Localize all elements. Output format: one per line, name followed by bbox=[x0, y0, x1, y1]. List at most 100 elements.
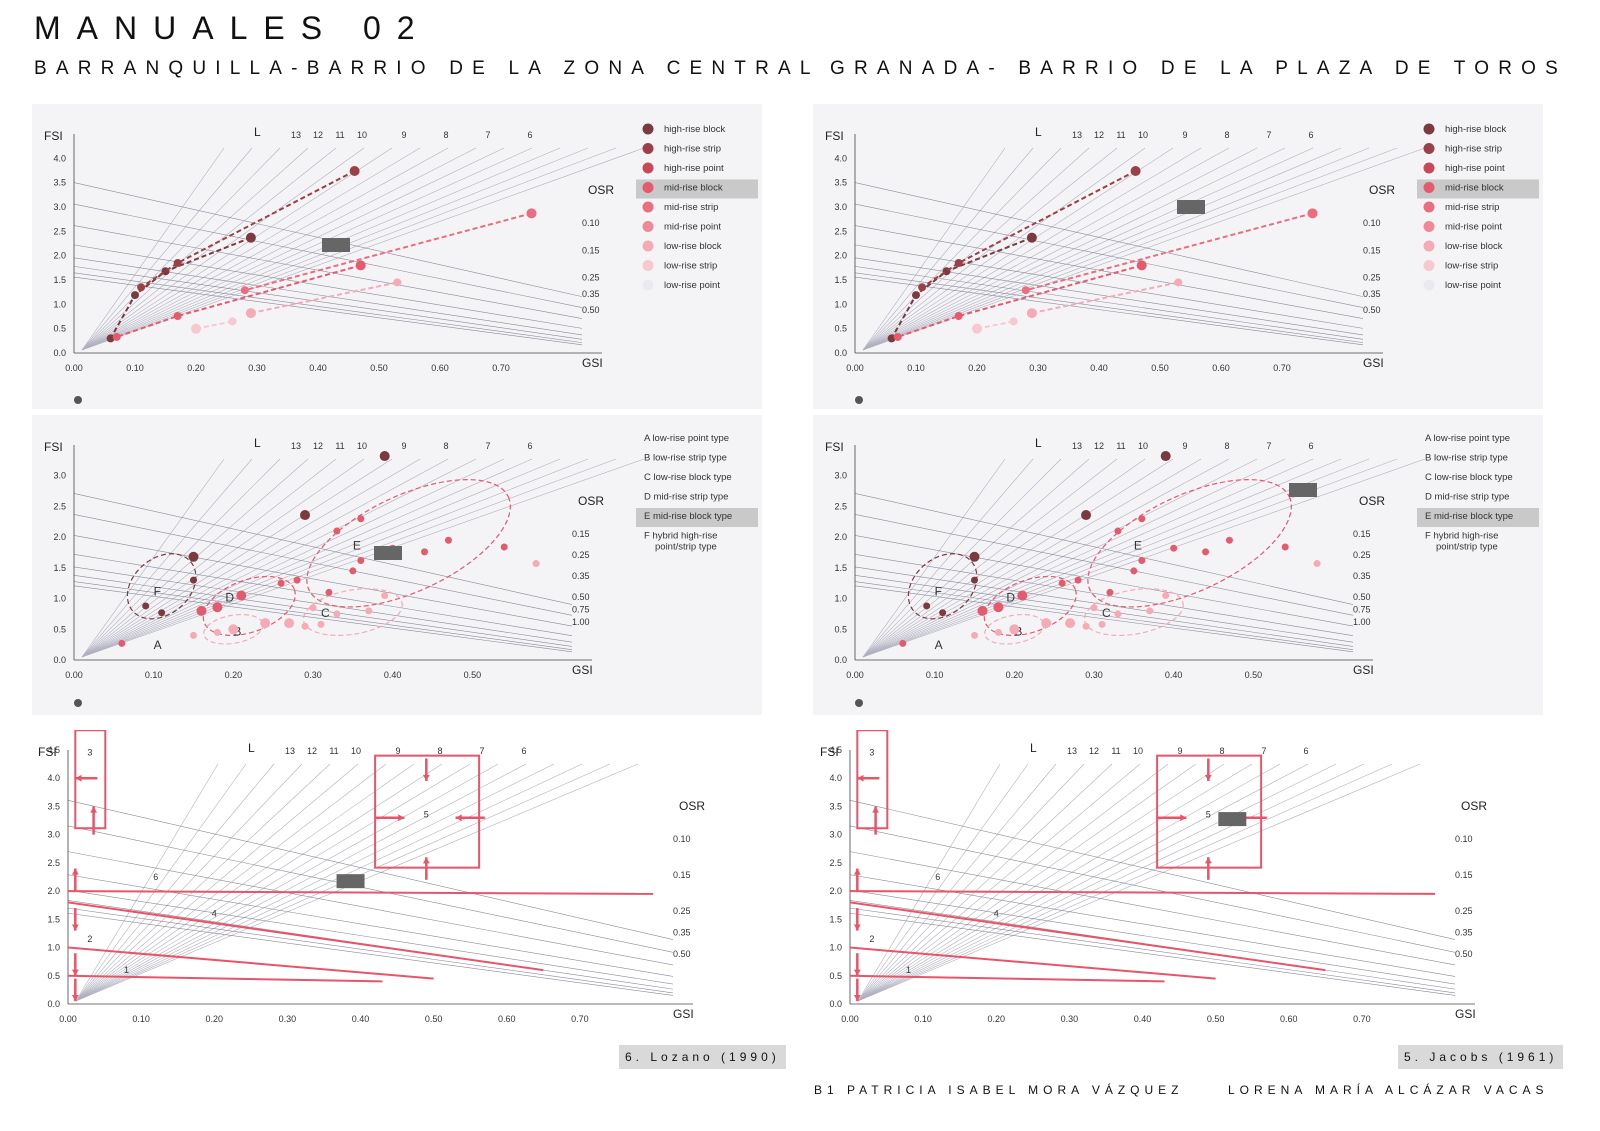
y-tick-label: 2.0 bbox=[834, 532, 847, 542]
osr-grid-line bbox=[73, 554, 573, 637]
x-tick-label: 0.10 bbox=[145, 670, 163, 680]
l-tick-label: 8 bbox=[437, 746, 442, 756]
y-tick-label: 3.0 bbox=[47, 830, 60, 840]
l-tick-label: 10 bbox=[1138, 441, 1148, 451]
l-grid-line bbox=[857, 763, 1029, 1002]
x-tick-label: 0.70 bbox=[492, 363, 510, 373]
osr-tick-label: 1.00 bbox=[1353, 617, 1371, 627]
zone-boundary bbox=[849, 901, 1326, 972]
l-grid-line bbox=[81, 458, 449, 658]
data-point bbox=[188, 551, 199, 562]
l-grid-line bbox=[81, 458, 393, 658]
osr-grid-line bbox=[67, 799, 674, 940]
data-point bbox=[245, 308, 256, 319]
data-point bbox=[173, 258, 182, 267]
osr-grid-line bbox=[849, 912, 1456, 996]
y-tick-label: 1.5 bbox=[834, 275, 847, 285]
l-grid-line bbox=[81, 458, 533, 658]
cluster-label: D bbox=[1006, 591, 1015, 605]
page-title: MANUALES 02 bbox=[34, 10, 431, 46]
osr-grid-line bbox=[849, 825, 1456, 953]
data-point bbox=[1130, 165, 1141, 176]
l-grid-line bbox=[857, 763, 1057, 1002]
l-grid-line bbox=[857, 763, 1281, 1002]
y-tick-label: 1.5 bbox=[829, 914, 842, 924]
osr-tick-label: 0.15 bbox=[673, 870, 691, 880]
right-subtitle: GRANADA- BARRIO DE LA PLAZA DE TOROS bbox=[830, 58, 1568, 79]
osr-tick-label: 0.25 bbox=[1455, 906, 1473, 916]
data-point bbox=[245, 232, 256, 243]
osr-grid-line bbox=[73, 493, 573, 605]
data-point bbox=[1146, 607, 1154, 615]
legend-highlight bbox=[636, 179, 758, 199]
legend-marker bbox=[1423, 143, 1435, 154]
data-point bbox=[1136, 260, 1147, 271]
osr-grid-line bbox=[73, 276, 583, 346]
data-point bbox=[1106, 588, 1114, 596]
legend-marker bbox=[642, 143, 654, 154]
l-grid-line bbox=[862, 458, 1370, 658]
x-tick-label: 0.50 bbox=[1151, 363, 1169, 373]
data-point bbox=[923, 602, 931, 610]
zone-label: 3 bbox=[87, 748, 92, 758]
l-grid-line bbox=[862, 458, 1258, 658]
cluster-label: C bbox=[321, 606, 330, 620]
zone-arrowhead bbox=[90, 806, 97, 813]
l-grid-line bbox=[81, 147, 449, 351]
data-point bbox=[228, 317, 237, 326]
x-tick-label: 0.00 bbox=[65, 363, 83, 373]
y-tick-label: 4.0 bbox=[47, 773, 60, 783]
x-tick-label: 0.70 bbox=[1273, 363, 1291, 373]
osr-tick-label: 0.15 bbox=[1353, 529, 1371, 539]
x-tick-label: 0.60 bbox=[1212, 363, 1230, 373]
legend-item: F hybrid high-rise bbox=[1425, 531, 1498, 542]
data-point bbox=[333, 610, 341, 618]
l-grid-line bbox=[75, 763, 555, 1002]
l-tick-label: 6 bbox=[527, 441, 532, 451]
y-tick-label: 1.0 bbox=[829, 943, 842, 953]
data-point bbox=[1098, 620, 1106, 628]
l-grid-line bbox=[75, 763, 275, 1002]
legend-item: mid-rise point bbox=[1445, 222, 1502, 233]
chart-background bbox=[813, 415, 1543, 715]
x-axis-label: GSI bbox=[1363, 356, 1384, 370]
osr-grid-line bbox=[854, 272, 1364, 343]
osr-grid-line bbox=[73, 566, 573, 643]
l-grid-line bbox=[81, 458, 225, 658]
osr-grid-line bbox=[73, 225, 583, 319]
data-point bbox=[1138, 515, 1146, 523]
osr-grid-line bbox=[854, 225, 1364, 319]
l-grid-line bbox=[81, 147, 365, 351]
data-point bbox=[381, 592, 389, 599]
zone-arrowhead bbox=[71, 995, 79, 1002]
l-label: L bbox=[1035, 125, 1042, 139]
data-point bbox=[1021, 286, 1030, 295]
l-tick-label: 6 bbox=[1308, 441, 1313, 451]
y-tick-label: 4.5 bbox=[47, 745, 60, 755]
y-tick-label: 1.0 bbox=[53, 594, 66, 604]
x-tick-label: 0.50 bbox=[370, 363, 388, 373]
l-tick-label: 11 bbox=[329, 746, 338, 756]
zone-arrowhead bbox=[398, 814, 405, 822]
x-tick-label: 0.00 bbox=[846, 670, 864, 680]
zone-arrowhead bbox=[75, 774, 82, 782]
data-point bbox=[954, 258, 963, 267]
l-tick-label: 11 bbox=[335, 130, 344, 140]
corner-marker bbox=[855, 699, 863, 707]
l-grid-line bbox=[862, 458, 1034, 658]
l-tick-label: 9 bbox=[1182, 441, 1187, 451]
zone-arrowhead bbox=[853, 969, 861, 976]
legend-item: mid-rise strip bbox=[664, 202, 718, 213]
x-tick-label: 0.20 bbox=[205, 1014, 223, 1024]
y-tick-label: 0.5 bbox=[834, 624, 847, 634]
zone-label: 1 bbox=[124, 965, 129, 975]
osr-grid-line bbox=[67, 889, 674, 985]
cluster-label: F bbox=[154, 585, 161, 599]
cluster-label: E bbox=[1134, 538, 1142, 552]
osr-grid-line bbox=[73, 203, 583, 308]
data-point bbox=[977, 605, 988, 616]
data-point bbox=[1160, 451, 1171, 462]
y-tick-label: 2.0 bbox=[53, 251, 66, 261]
l-tick-label: 8 bbox=[1224, 130, 1229, 140]
data-point bbox=[1307, 208, 1318, 219]
